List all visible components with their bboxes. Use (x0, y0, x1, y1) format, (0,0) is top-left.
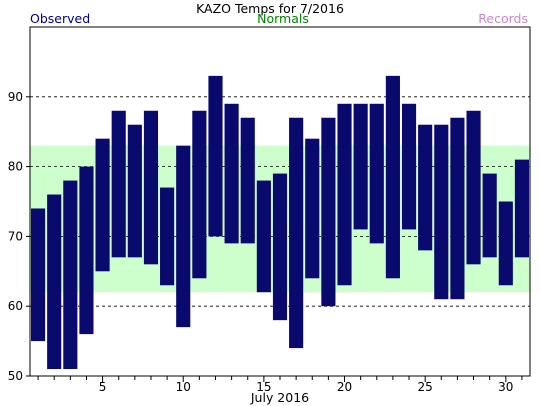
bar-day-6 (111, 110, 126, 258)
bar-day-13 (224, 103, 239, 244)
x-tick-label-20: 20 (337, 380, 352, 394)
bar-day-29 (482, 173, 497, 258)
y-tick-label-60: 60 (8, 299, 23, 313)
bar-day-3 (63, 180, 78, 370)
bar-day-10 (176, 145, 191, 328)
bar-day-27 (450, 117, 465, 300)
legend-observed: Observed (30, 11, 90, 26)
bar-day-16 (272, 173, 288, 321)
x-tick-label-10: 10 (176, 380, 191, 394)
bar-day-25 (418, 124, 433, 251)
bar-day-5 (95, 138, 110, 272)
bar-day-31 (514, 159, 529, 258)
y-tick-label-80: 80 (8, 160, 23, 174)
x-tick-label-15: 15 (256, 380, 271, 394)
bar-day-23 (385, 75, 400, 279)
bar-day-4 (79, 166, 94, 335)
bar-day-1 (31, 208, 46, 342)
chart-title: KAZO Temps for 7/2016 (196, 1, 344, 16)
y-tick-label-70: 70 (8, 229, 23, 243)
bar-day-22 (369, 103, 384, 244)
bar-day-15 (256, 180, 271, 293)
bar-day-20 (337, 103, 352, 286)
bar-day-19 (321, 117, 336, 307)
legend-records: Records (478, 11, 528, 26)
plot-area: 50 60 70 80 90 5 10 15 20 25 30 (8, 26, 531, 394)
bar-day-18 (305, 138, 320, 279)
y-tick-label-90: 90 (8, 90, 23, 104)
bar-day-7 (127, 124, 142, 258)
bar-day-26 (434, 124, 449, 300)
bar-day-21 (353, 103, 368, 230)
x-tick-label-5: 5 (99, 380, 107, 394)
bar-day-24 (401, 103, 417, 230)
y-tick-label-50: 50 (8, 369, 23, 383)
bar-day-30 (498, 201, 513, 286)
bar-day-2 (47, 194, 62, 370)
bar-day-12 (208, 75, 223, 237)
bar-day-8 (143, 110, 159, 265)
bar-day-14 (240, 117, 255, 244)
x-axis-label: July 2016 (250, 390, 309, 405)
x-tick-label-30: 30 (498, 380, 513, 394)
bar-day-28 (466, 110, 481, 265)
x-tick-label-25: 25 (418, 380, 433, 394)
bar-day-11 (192, 110, 207, 279)
bar-day-9 (160, 187, 175, 286)
legend-normals: Normals (257, 11, 309, 26)
bar-day-17 (289, 117, 304, 349)
